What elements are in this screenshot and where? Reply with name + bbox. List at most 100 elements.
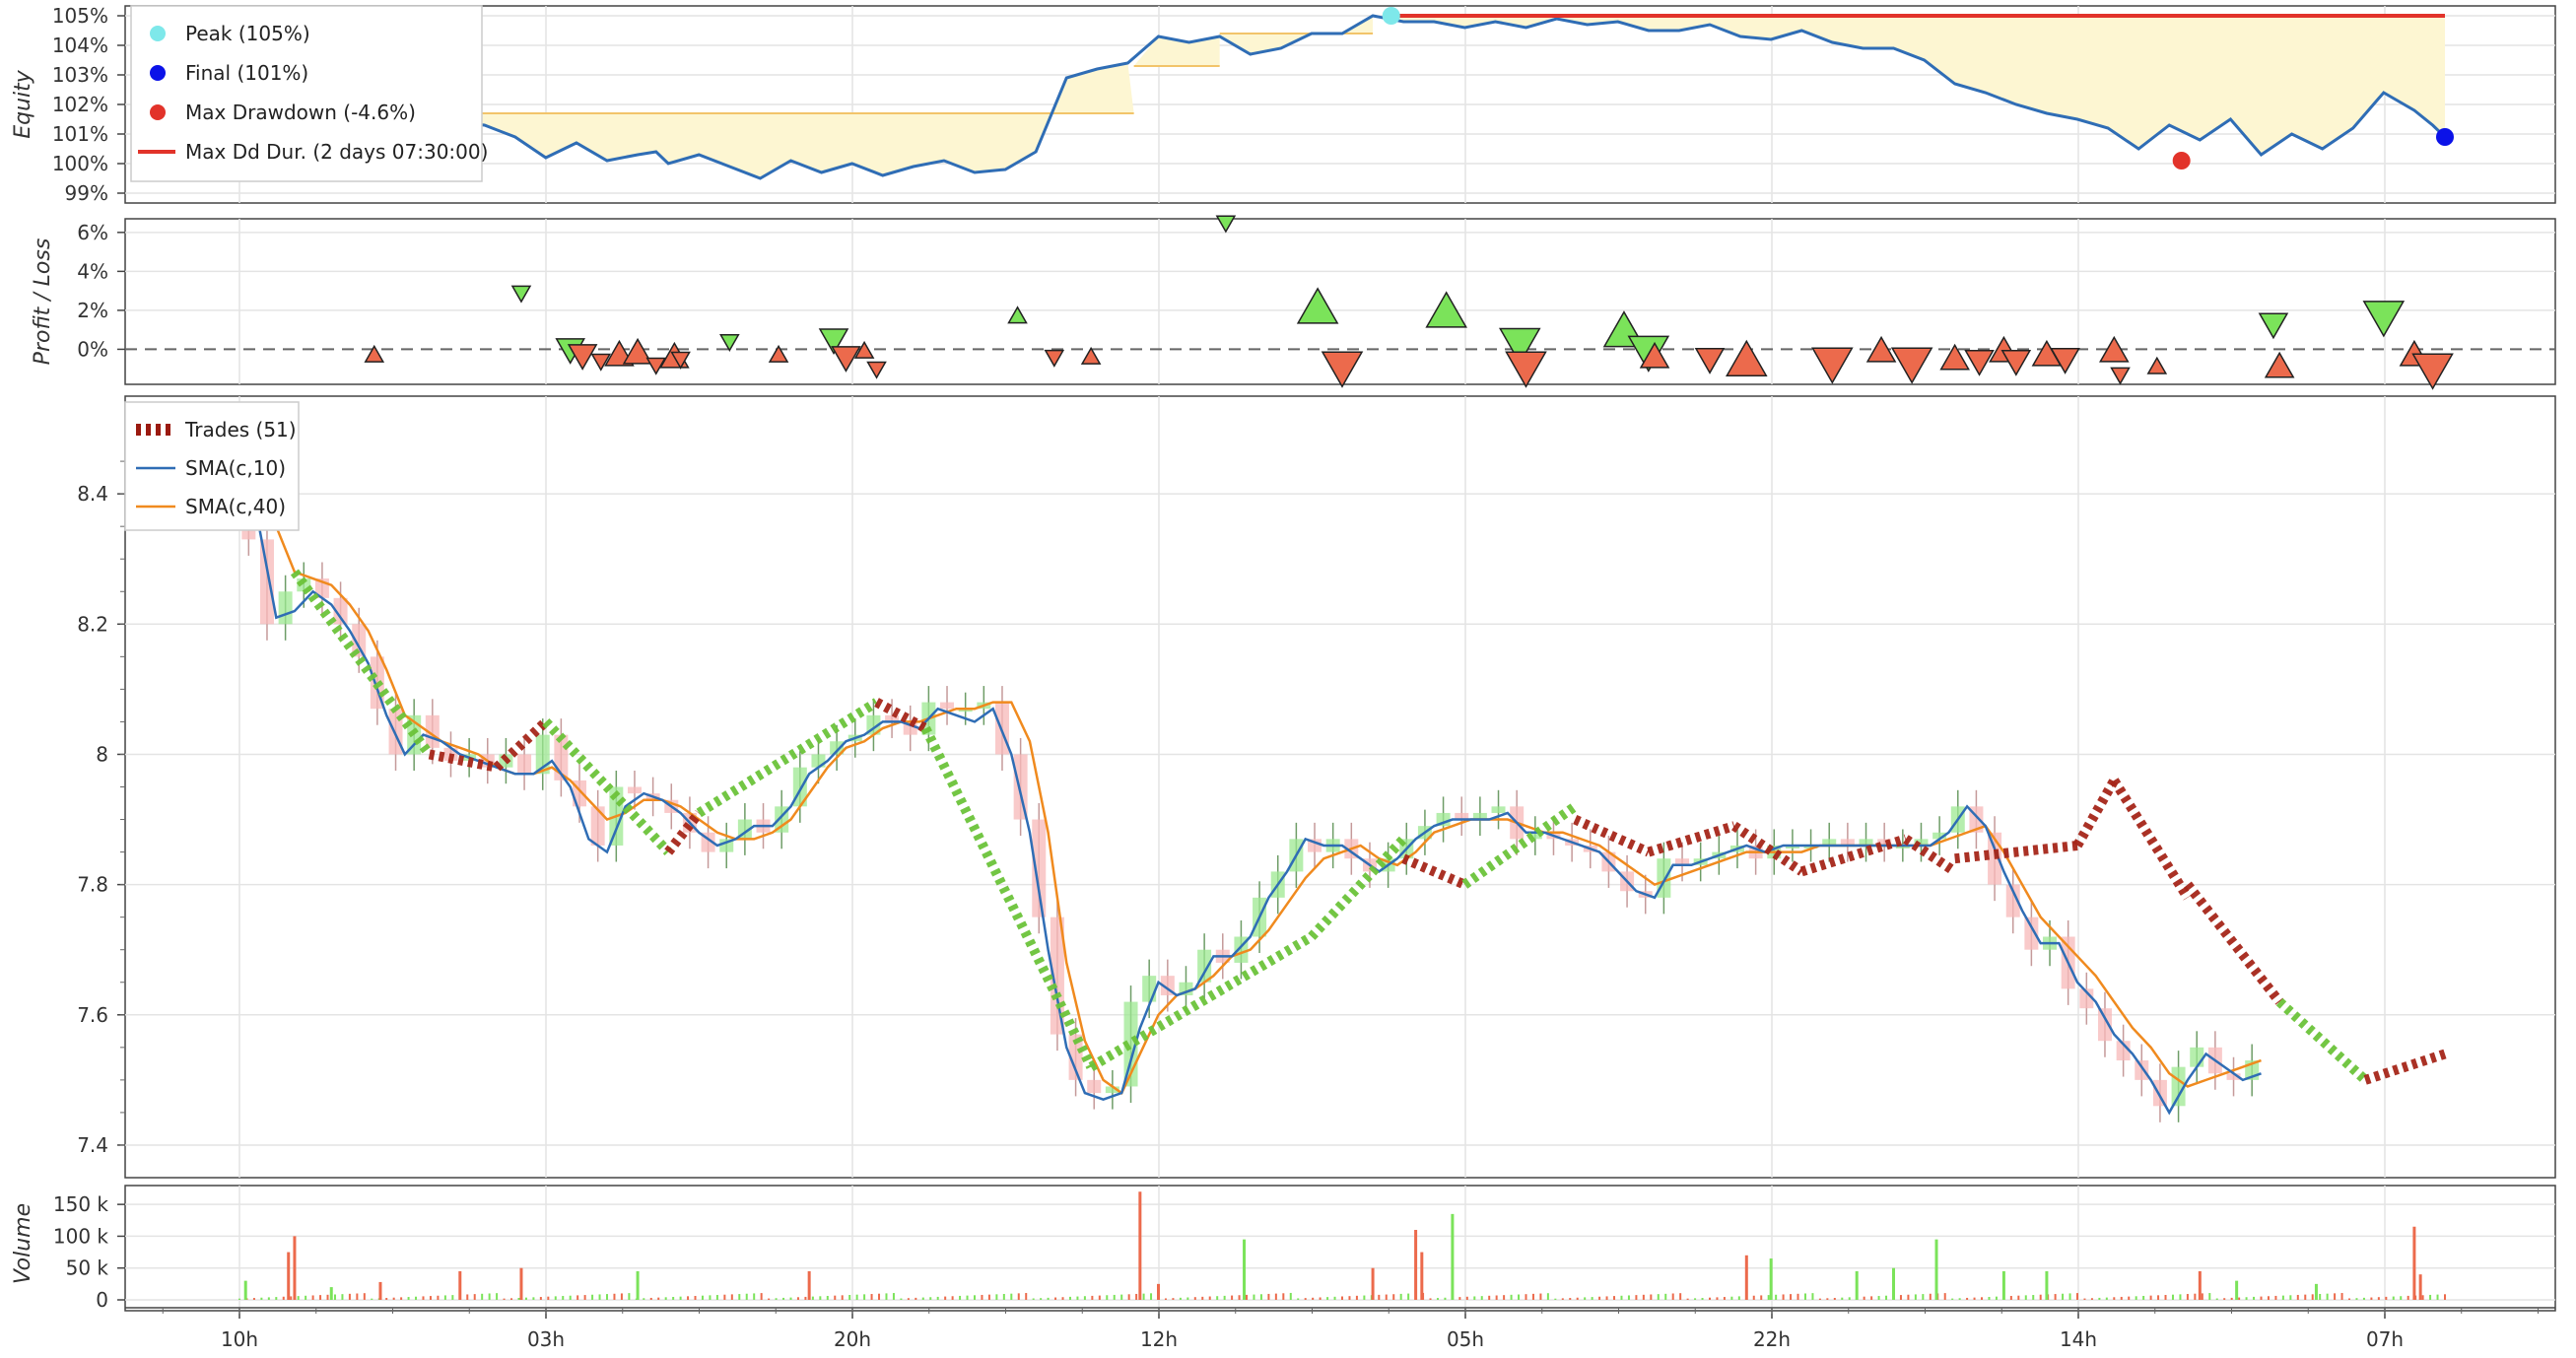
trade-line-19 (2072, 778, 2119, 849)
pl-ytick-label: 4% (77, 259, 108, 283)
trade-line-12 (1461, 802, 1579, 889)
candle-body-87 (1822, 839, 1837, 846)
equity-ytick-label: 105% (52, 4, 108, 28)
equity-ytick-label: 100% (52, 152, 108, 175)
trade-pl-marker-42 (2258, 312, 2289, 340)
trade-line-16 (1799, 834, 1908, 877)
equity-ytick-label: 99% (65, 181, 108, 205)
trade-line-18 (1954, 841, 2078, 864)
ohlc-ytick-label: 7.6 (77, 1003, 108, 1027)
peak-marker (1382, 7, 1400, 25)
candle-body-7 (352, 624, 367, 657)
equity-ytick-label: 104% (52, 34, 108, 57)
trade-line-3 (542, 717, 624, 804)
ohlc-legend-box (124, 401, 300, 531)
trade-pl-marker-34 (1964, 350, 1995, 376)
trade-pl-marker-40 (2110, 367, 2131, 385)
trade-pl-marker-6 (622, 337, 653, 365)
pl-ytick-label: 0% (77, 337, 108, 361)
candle-body-69 (1491, 806, 1506, 813)
profit-loss-panel: 6% 4% 2% 0% Profit / Loss (31, 215, 2556, 390)
equity-ytick-label: 102% (52, 93, 108, 116)
volume-y-ticks: 150 k 100 k 50 k 0 (53, 1192, 125, 1312)
candle-body-46 (1068, 1034, 1083, 1080)
candle-body-36 (885, 714, 900, 722)
trade-line-11 (1401, 853, 1467, 890)
equity-y-ticks: 105% 104% 103% 102% 101% 100% 99% (52, 4, 125, 205)
trade-pl-marker-27 (1639, 341, 1670, 369)
trade-pl-marker-4 (590, 353, 612, 372)
trade-line-2 (493, 717, 550, 772)
volume-panel: 150 k 100 k 50 k 0 Volume (11, 1185, 2556, 1312)
trade-pl-marker-11 (768, 344, 789, 363)
trade-pl-marker-7 (645, 357, 667, 375)
candle-body-109 (2226, 1073, 2241, 1080)
legend-max-drawdown-label: Max Drawdown (-4.6%) (185, 101, 416, 124)
trade-pl-marker-15 (866, 361, 887, 379)
volume-plot-area (124, 1185, 2556, 1312)
sma10-line (237, 460, 2262, 1116)
trade-pl-marker-32 (1890, 347, 1933, 384)
volume-ytick-label: 50 k (66, 1256, 109, 1280)
x-tick-label: 10h (221, 1327, 258, 1351)
x-axis: 10h 03h 20h 12h 05h 22h 14h 07h (125, 1307, 2555, 1351)
trade-pl-marker-44 (2362, 301, 2406, 338)
ohlc-y-ticks: 8.4 8.2 8 7.8 7.6 7.4 (77, 460, 125, 1157)
equity-ytick-label: 103% (52, 63, 108, 87)
candle-body-16 (517, 754, 532, 775)
trade-pl-marker-36 (2000, 350, 2032, 376)
equity-line (238, 14, 2447, 180)
ohlc-legend: Trades (51) SMA(c,10) SMA(c,40) (124, 401, 300, 531)
candle-body-91 (1895, 845, 1910, 849)
x-tick-label: 12h (1140, 1327, 1178, 1351)
pl-grid (125, 219, 2555, 384)
candle-body-88 (1840, 839, 1855, 846)
candle-body-2 (259, 539, 274, 625)
x-tick-label: 20h (834, 1327, 871, 1351)
pl-ytick-label: 2% (77, 299, 108, 322)
trade-pl-marker-23 (1498, 327, 1541, 366)
trade-pl-marker-28 (1694, 348, 1726, 374)
trade-pl-marker-33 (1939, 343, 1970, 371)
volume-ytick-label: 100 k (53, 1224, 109, 1248)
legend-max-dd-duration-label: Max Dd Dur. (2 days 07:30:00) (185, 140, 488, 164)
trade-pl-marker-19 (1215, 215, 1237, 234)
ohlc-ytick-label: 7.8 (77, 873, 108, 897)
equity-legend-box (130, 5, 483, 182)
candle-body-85 (1785, 845, 1799, 849)
trade-line-10 (1308, 835, 1407, 940)
ohlc-ytick-label: 8.2 (77, 612, 108, 636)
trade-pl-marker-10 (719, 334, 740, 353)
equity-ylabel: Equity (11, 69, 35, 139)
trade-pl-marker-38 (2050, 348, 2080, 374)
trade-pl-marker-46 (2411, 353, 2454, 390)
trade-pl-marker-39 (2099, 335, 2130, 363)
legend-sma40-label: SMA(c,40) (185, 495, 286, 518)
legend-sma10-label: SMA(c,10) (185, 456, 286, 480)
x-tick-label: 03h (527, 1327, 565, 1351)
candle-body-3 (278, 591, 293, 625)
candle-body-40 (958, 709, 973, 713)
candle-body-67 (1455, 812, 1469, 820)
legend-peak-swatch (150, 26, 166, 41)
candle-body-97 (2005, 884, 2020, 917)
trade-line-5 (664, 809, 704, 855)
legend-final-label: Final (101%) (185, 61, 308, 85)
trade-line-15 (1731, 822, 1805, 876)
ohlc-ytick-label: 8.4 (77, 482, 108, 506)
equity-legend: Peak (105%) Final (101%) Max Drawdown (-… (130, 5, 488, 182)
drawdown-area-3 (1390, 16, 2445, 155)
trade-pl-marker-24 (1505, 351, 1547, 388)
trade-pl-marker-12 (818, 328, 849, 356)
trade-pl-marker-1 (510, 285, 532, 304)
trade-pl-marker-43 (2264, 351, 2295, 378)
candle-body-71 (1527, 832, 1542, 840)
candle-body-90 (1877, 839, 1892, 846)
trade-pl-marker-22 (1425, 291, 1467, 328)
volume-ytick-label: 0 (96, 1288, 108, 1312)
legend-peak-label: Peak (105%) (185, 22, 310, 45)
drawdown-area-2 (1219, 16, 1374, 54)
trade-line-20 (2110, 778, 2193, 901)
candle-body-22 (627, 786, 642, 794)
